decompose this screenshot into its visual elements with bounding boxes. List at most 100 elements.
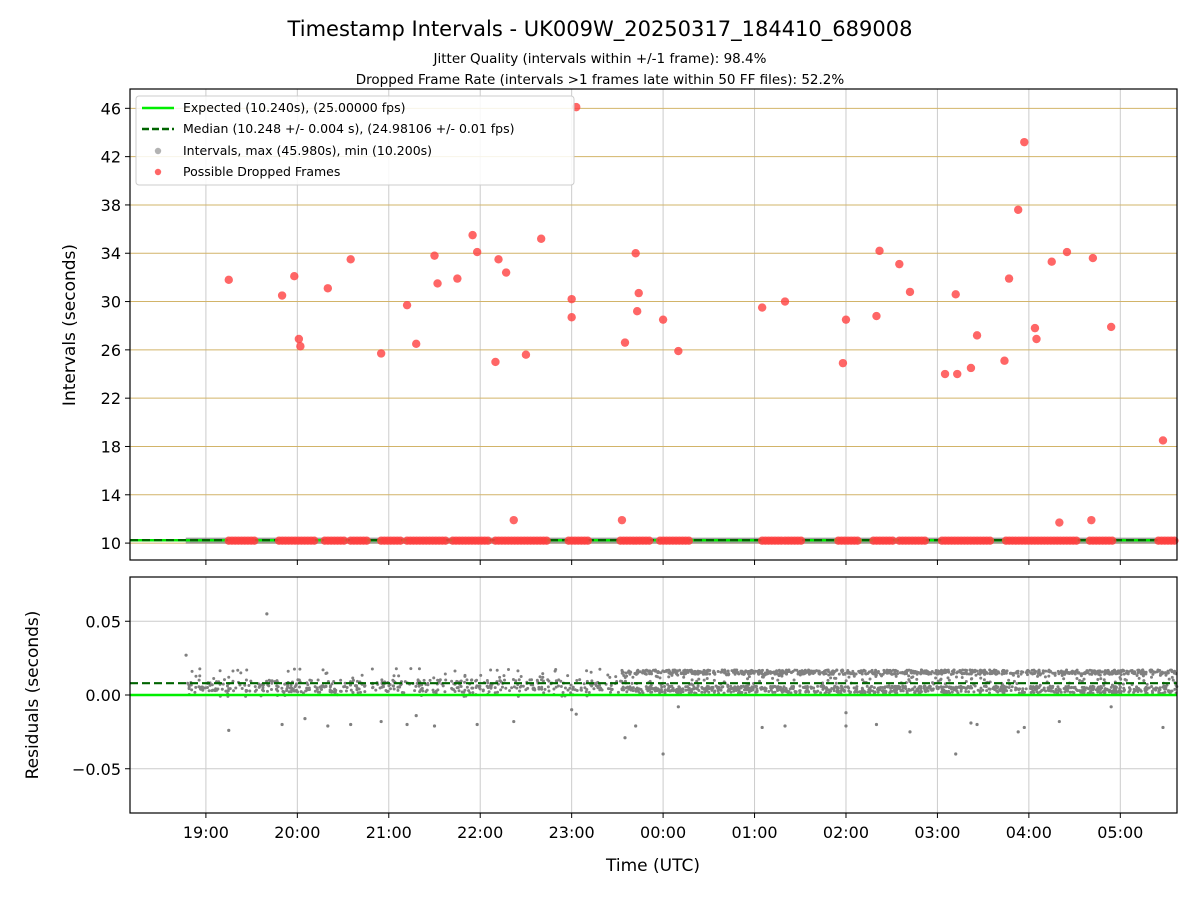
residual-point — [502, 674, 506, 678]
residual-point — [982, 672, 986, 676]
residual-point — [398, 685, 402, 689]
residual-point — [218, 669, 222, 673]
residual-point — [697, 688, 701, 692]
residual-point — [897, 685, 901, 689]
residual-point — [915, 677, 919, 681]
residual-point — [625, 690, 629, 694]
residual-point — [579, 688, 583, 692]
residual-point — [234, 686, 238, 690]
residual-point — [329, 684, 333, 688]
residual-point — [946, 668, 950, 672]
residual-point — [726, 672, 730, 676]
residual-point — [232, 689, 236, 693]
residual-point — [598, 667, 602, 671]
residual-point — [465, 685, 469, 689]
residual-point — [911, 675, 915, 679]
x-tick-label: 01:00 — [731, 823, 777, 842]
residual-point — [860, 678, 864, 682]
residual-point — [585, 687, 589, 691]
residual-point — [292, 667, 296, 671]
residual-point — [387, 684, 391, 688]
residual-point — [1118, 685, 1122, 689]
residual-point — [868, 677, 872, 681]
residual-point — [532, 687, 536, 691]
residual-point — [970, 686, 974, 690]
residual-point — [970, 677, 974, 681]
residual-point — [975, 669, 979, 673]
residual-point — [489, 668, 493, 672]
residual-point — [319, 687, 323, 691]
residual-point — [351, 691, 355, 695]
residual-point — [374, 688, 378, 692]
residual-point — [750, 685, 754, 689]
residual-point — [896, 672, 900, 676]
residual-point — [1151, 672, 1155, 676]
residual-point — [306, 683, 310, 687]
residual-point — [684, 685, 688, 689]
residual-point — [905, 689, 909, 693]
dropped-point — [567, 313, 576, 322]
residual-point — [673, 669, 677, 673]
residual-point — [1136, 668, 1140, 672]
residual-point — [961, 668, 965, 672]
residual-point — [732, 687, 736, 691]
residual-point — [1071, 690, 1075, 694]
residual-point — [1103, 672, 1107, 676]
residual-point — [810, 669, 814, 673]
residual-point — [608, 690, 612, 694]
residual-point — [1026, 668, 1030, 672]
residual-point — [1117, 671, 1121, 675]
residual-point — [847, 675, 851, 679]
residual-point — [289, 683, 293, 687]
residual-point — [924, 669, 928, 673]
residual-point — [898, 671, 902, 675]
dropped-point — [536, 234, 546, 243]
residual-point — [1121, 682, 1125, 686]
residual-point — [1088, 685, 1092, 689]
residual-point — [799, 671, 803, 675]
intervals-data — [130, 102, 1179, 545]
residual-point — [590, 684, 594, 688]
dropped-point — [658, 315, 668, 324]
residual-point — [316, 678, 320, 682]
residual-outlier — [570, 708, 574, 712]
dropped-point — [468, 230, 477, 240]
legend: Expected (10.240s), (25.00000 fps) Media… — [135, 95, 575, 186]
residual-point — [471, 691, 475, 695]
residual-point — [351, 678, 355, 682]
residual-point — [293, 685, 297, 689]
residual-point — [213, 689, 217, 693]
residual-point — [487, 690, 491, 694]
residual-point — [194, 674, 198, 678]
x-tick-label: 00:00 — [640, 823, 686, 842]
residual-outlier — [1057, 719, 1061, 724]
residual-point — [436, 678, 440, 682]
residual-point — [736, 687, 740, 691]
residual-point — [1041, 669, 1045, 673]
residual-point — [678, 668, 682, 672]
residual-point — [893, 672, 897, 676]
residual-outlier — [760, 725, 764, 730]
residual-point — [1044, 669, 1048, 673]
residual-point — [881, 672, 885, 676]
residual-point — [758, 679, 762, 683]
residual-point — [343, 681, 347, 685]
residual-point — [285, 689, 289, 693]
residual-point — [416, 678, 420, 682]
dropped-point — [684, 536, 694, 545]
residual-point — [919, 689, 923, 693]
residual-point — [1059, 690, 1063, 694]
residual-point — [726, 689, 730, 693]
residual-point — [339, 689, 343, 693]
residual-point — [610, 687, 614, 691]
dropped-point — [796, 536, 806, 545]
residual-point — [702, 678, 706, 682]
residual-point — [656, 687, 660, 691]
residual-point — [254, 688, 258, 692]
residual-point — [1137, 676, 1141, 680]
residual-point — [1082, 677, 1086, 681]
dropped-point — [501, 268, 511, 277]
residual-point — [726, 683, 730, 687]
residual-point — [1173, 687, 1177, 691]
residual-point — [695, 679, 699, 683]
